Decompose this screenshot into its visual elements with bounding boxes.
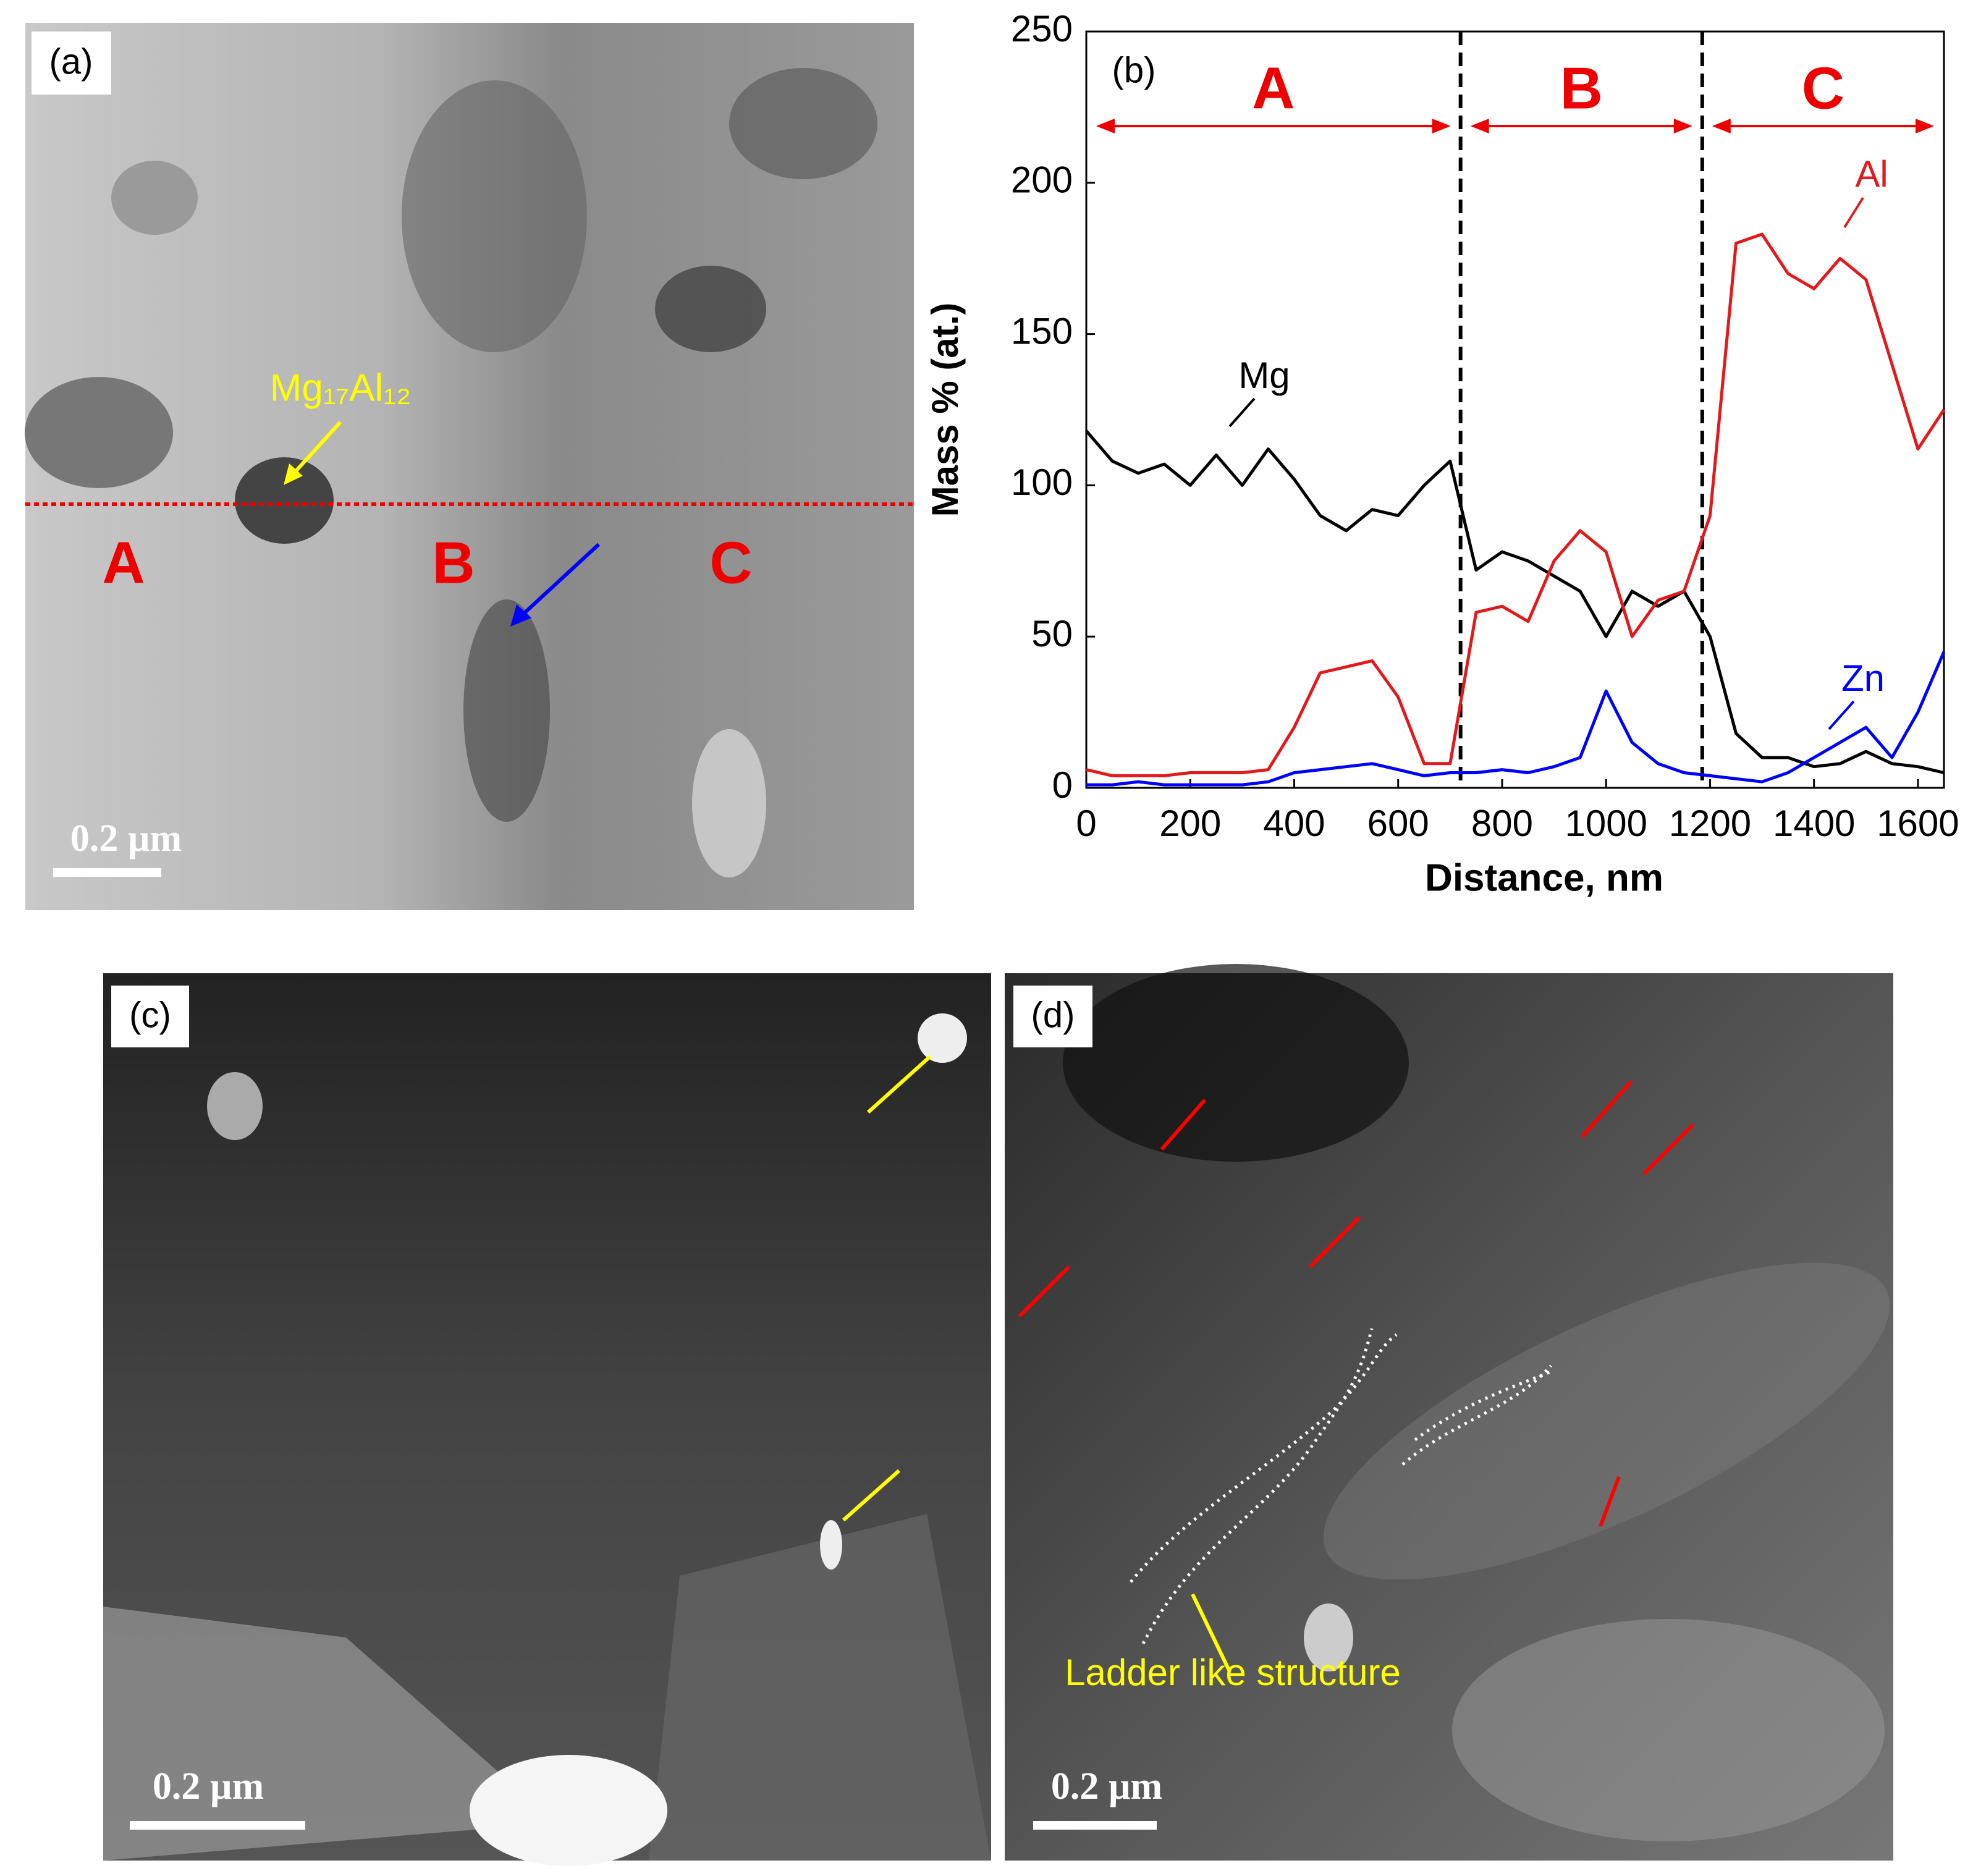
zone-arrow-head [1712, 119, 1731, 133]
zone-label: C [709, 530, 752, 596]
scale-label: 0.2 µm [153, 1765, 264, 1807]
grain [402, 80, 587, 352]
y-tick-label: 250 [1011, 8, 1073, 49]
ladder-outline [1401, 1364, 1552, 1466]
panel-c: (c) 0.2 µm [103, 973, 991, 1866]
arrow [1308, 1215, 1361, 1269]
y-tick-label: 0 [1052, 764, 1073, 806]
series-line [1085, 429, 1945, 774]
grain [692, 729, 766, 877]
particle [820, 1520, 842, 1570]
arrow [1580, 1080, 1633, 1138]
series-label: Mg [1238, 355, 1290, 396]
plot-frame [1085, 30, 1945, 789]
arrow [1599, 1476, 1621, 1527]
zone-label: C [1802, 55, 1844, 121]
grain [463, 599, 550, 822]
series-label: Al [1855, 153, 1888, 195]
label-box [32, 32, 111, 95]
y-axis-label: Mass % (at.) [924, 303, 966, 517]
particle [1304, 1603, 1353, 1671]
grain [111, 161, 198, 235]
ladder-outline [1141, 1328, 1374, 1645]
band [1323, 1262, 1890, 1580]
x-tick-label: 0 [1076, 803, 1096, 844]
arrow [517, 543, 601, 620]
particle [207, 1072, 263, 1140]
grain [649, 1514, 991, 1861]
zone-arrow-head [1096, 119, 1115, 133]
label-box [111, 986, 189, 1047]
x-tick-label: 1000 [1565, 803, 1647, 844]
grain [470, 1755, 667, 1866]
series-label: Zn [1841, 657, 1885, 699]
scale-label: 0.2 µm [70, 818, 182, 860]
arrow [842, 1469, 900, 1522]
grain [103, 1607, 556, 1861]
arrow [1191, 1593, 1232, 1673]
arrow [1843, 196, 1864, 229]
phase-label: Mg₁₇Al₁₂ [270, 366, 411, 409]
x-tick-label: 600 [1367, 803, 1429, 844]
series-line [1086, 651, 1946, 787]
series-line [1086, 232, 1946, 777]
panel-label: (b) [1112, 50, 1156, 90]
arrow [1018, 1265, 1071, 1318]
zone-arrow-head [1673, 119, 1692, 133]
zone-label: B [432, 530, 475, 596]
grain [729, 68, 877, 179]
annotation: Ladder like structure [1065, 1652, 1401, 1693]
precipitate [235, 457, 334, 544]
y-tick-label: 100 [1011, 462, 1073, 503]
panel-label: (c) [129, 995, 171, 1035]
panel-b: (b) Distance, nm Mass % (at.) Mg Al Zn [924, 30, 1945, 899]
grain [1452, 1619, 1885, 1841]
x-tick-label: 1200 [1669, 803, 1751, 844]
zone-arrow-head [1916, 119, 1934, 133]
x-axis-label: Distance, nm [1425, 856, 1663, 899]
arrow [866, 1055, 932, 1114]
y-tick-label: 50 [1031, 613, 1073, 654]
scale-bar [130, 1821, 305, 1830]
arrow [1228, 397, 1256, 428]
zone-label: B [1560, 55, 1603, 121]
zone-arrow-head [1432, 119, 1451, 133]
scale-bar [1033, 1821, 1157, 1830]
x-tick-label: 1600 [1877, 803, 1959, 844]
y-tick-label: 150 [1011, 310, 1073, 352]
panel-label: (a) [49, 41, 93, 82]
arrow [1642, 1123, 1695, 1176]
grain [1063, 964, 1409, 1162]
arrow [1828, 700, 1855, 730]
x-tick-label: 400 [1263, 803, 1325, 844]
zone-arrow-head [1470, 119, 1489, 133]
panel-label: (d) [1031, 995, 1075, 1035]
label-box [1013, 986, 1092, 1047]
grain [25, 377, 173, 488]
scale-bar [53, 868, 161, 877]
arrow-head [510, 604, 531, 627]
zone-label: A [1252, 55, 1295, 121]
zone-label: A [102, 530, 145, 596]
arrow-head [284, 463, 303, 485]
grain [655, 266, 766, 352]
y-tick-label: 200 [1011, 159, 1073, 201]
x-tick-label: 200 [1159, 803, 1221, 844]
panel-d: (d) Ladder like structure 0.2 µm [1005, 964, 1893, 1861]
arrow [289, 420, 342, 479]
x-tick-label: 1400 [1773, 803, 1855, 844]
ladder-outline [1130, 1333, 1398, 1583]
particle [918, 1013, 967, 1063]
scale-label: 0.2 µm [1051, 1765, 1162, 1807]
arrow [1160, 1099, 1207, 1151]
x-tick-label: 800 [1471, 803, 1533, 844]
panel-a: (a) Mg₁₇Al₁₂ A B C 0.2 µm [25, 23, 914, 910]
